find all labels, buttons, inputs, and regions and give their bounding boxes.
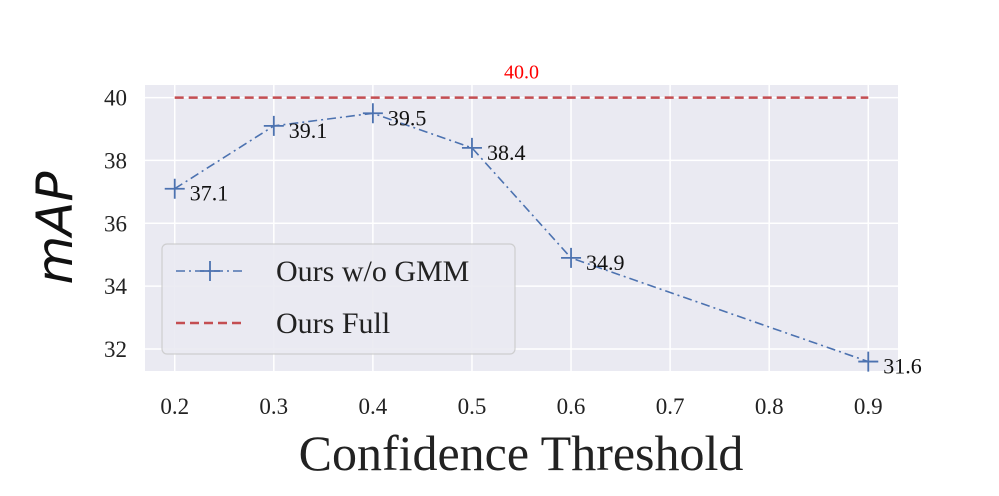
legend-label: Ours Full — [276, 307, 390, 340]
y-axis-label: mAP — [26, 171, 84, 285]
x-tick-label: 0.7 — [656, 394, 685, 419]
legend-entries: Ours w/o GMM Ours Full — [176, 255, 469, 340]
series-layer: 37.1 39.1 39.5 38.4 34.9 31.6 40.0 — [164, 62, 922, 379]
legend-marker — [200, 261, 220, 281]
data-label: 39.1 — [289, 118, 328, 143]
data-label: 39.5 — [388, 105, 427, 130]
x-axis-label: Confidence Threshold — [299, 425, 744, 481]
legend: Ours w/o GMM Ours Full — [161, 243, 516, 355]
y-tick-labels: 32 34 36 38 40 — [104, 86, 128, 362]
y-tick-label: 34 — [104, 274, 128, 299]
y-tick-label: 32 — [104, 337, 127, 362]
legend-box — [161, 243, 516, 355]
x-tick-label: 0.3 — [259, 394, 288, 419]
y-tick-label: 40 — [104, 86, 127, 111]
data-label: 34.9 — [586, 250, 625, 275]
data-point-marker — [858, 351, 879, 372]
data-label: 31.6 — [883, 354, 922, 379]
reference-line-label: 40.0 — [504, 62, 539, 84]
x-tick-label: 0.9 — [854, 394, 883, 419]
legend-label: Ours w/o GMM — [276, 255, 469, 288]
y-tick-label: 36 — [104, 211, 127, 236]
x-tick-label: 0.5 — [458, 394, 487, 419]
y-tick-label: 38 — [104, 148, 127, 173]
data-label: 37.1 — [190, 181, 229, 206]
data-point-marker — [164, 178, 185, 199]
data-point-marker — [362, 103, 383, 124]
data-point-marker — [263, 115, 284, 136]
x-tick-label: 0.6 — [557, 394, 586, 419]
x-tick-label: 0.8 — [755, 394, 784, 419]
data-point-marker — [461, 137, 482, 158]
x-tick-label: 0.2 — [160, 394, 189, 419]
data-label: 38.4 — [487, 140, 526, 165]
x-tick-labels: 0.2 0.3 0.4 0.5 0.6 0.7 0.8 0.9 — [160, 394, 882, 419]
data-point-marker — [561, 247, 582, 268]
series-line-0 — [174, 112, 869, 363]
x-tick-label: 0.4 — [359, 394, 388, 419]
